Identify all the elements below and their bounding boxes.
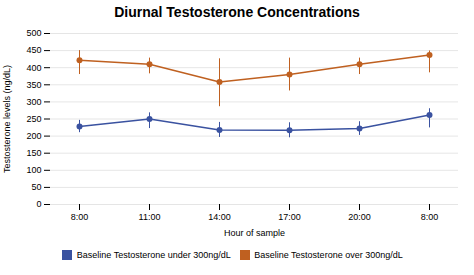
svg-text:Hour of sample: Hour of sample [224,228,285,238]
svg-text:150: 150 [26,148,41,158]
svg-text:450: 450 [26,45,41,55]
svg-text:300: 300 [26,97,41,107]
html-text:Baseline Testosterone under 30: Baseline Testosterone under 300ng/dL [76,249,231,260]
svg-text:11:00: 11:00 [139,212,161,222]
svg-text:0: 0 [36,199,41,209]
html-text:Baseline Testosterone over 300: Baseline Testosterone over 300ng/dL [254,249,403,260]
svg-text:200: 200 [26,131,41,141]
html-text:Diurnal Testosterone Concentra: Diurnal Testosterone Concentrations [114,4,360,20]
svg-text:400: 400 [26,63,41,73]
svg-text:Testosterone levels (ng/dL): Testosterone levels (ng/dL) [2,65,12,173]
svg-text:20:00: 20:00 [348,212,371,222]
svg-text:100: 100 [26,165,41,175]
svg-text:500: 500 [26,28,41,38]
svg-text:14:00: 14:00 [208,212,231,222]
svg-text:17:00: 17:00 [278,212,301,222]
svg-text:250: 250 [26,114,41,124]
svg-text:8:00: 8:00 [421,212,439,222]
svg-text:8:00: 8:00 [71,212,89,222]
svg-text:350: 350 [26,80,41,90]
svg-text:50: 50 [31,182,41,192]
